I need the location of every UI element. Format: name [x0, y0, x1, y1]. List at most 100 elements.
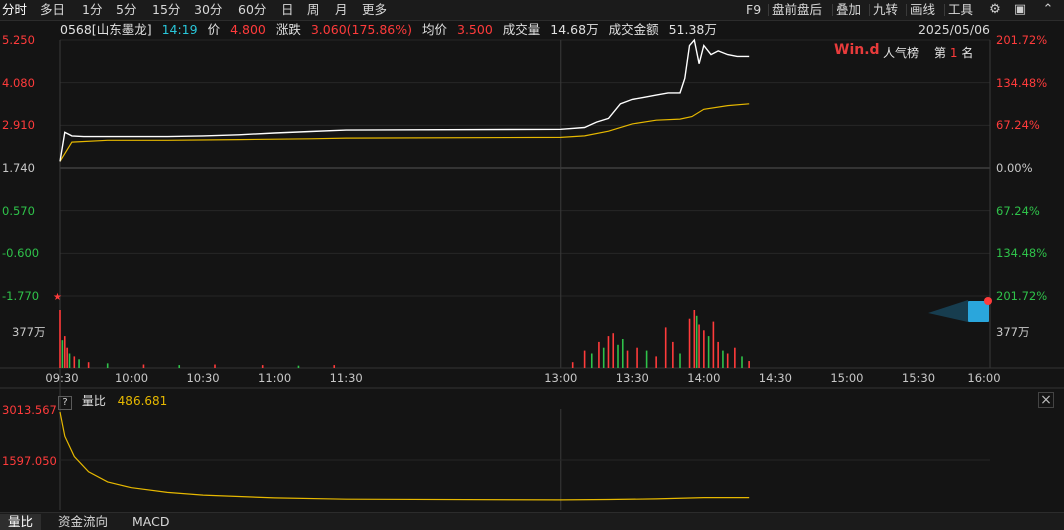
time-tick-label: 11:00	[258, 371, 292, 385]
toolbar-button-5[interactable]: 工具	[948, 2, 974, 17]
time-tick-label: 10:30	[186, 371, 220, 385]
price-line	[59, 38, 750, 162]
amount-value: 51.38万	[668, 22, 717, 37]
period-tab-10[interactable]: 更多	[362, 2, 388, 17]
ratio-tick-label: 1597.050	[2, 454, 57, 468]
period-tab-7[interactable]: 日	[281, 2, 294, 17]
volume-bar	[717, 341, 719, 368]
toolbar-button-2[interactable]: 叠加	[836, 2, 862, 17]
trade-date: 2025/05/06	[917, 22, 990, 37]
price-tick-label: 0.570	[2, 203, 35, 218]
help-icon[interactable]: ?	[58, 396, 72, 410]
volume-bar	[726, 353, 729, 368]
close-icon[interactable]: ×	[1038, 392, 1054, 408]
volume-bar	[707, 336, 710, 368]
volume-bar	[598, 341, 600, 368]
percent-tick-label: 0.00%	[996, 161, 1033, 175]
price-tick-label: 2.910	[2, 118, 35, 133]
period-tab-1[interactable]: 多日	[40, 2, 66, 17]
volume-bar	[571, 362, 574, 368]
volume-bar	[688, 318, 691, 368]
price-tick-label: 1.740	[2, 161, 35, 175]
volume-bar	[178, 365, 181, 368]
volume-bar	[63, 336, 66, 368]
indicator-tab-2[interactable]: MACD	[132, 514, 170, 529]
period-tab-5[interactable]: 30分	[194, 2, 223, 17]
time-tick-label: 13:00	[544, 371, 578, 385]
floating-widget-icon[interactable]	[928, 297, 992, 322]
volume-bar	[712, 321, 715, 368]
volume-bar	[583, 350, 586, 368]
volume-bar	[693, 310, 696, 368]
toolbar-divider	[768, 4, 769, 16]
toolbar-button-1[interactable]: 盘前盘后	[772, 2, 823, 17]
volume-bar	[61, 340, 64, 368]
toolbar-button-0[interactable]: F9	[746, 2, 762, 17]
wp-icon[interactable]: ▣	[1013, 2, 1027, 17]
avg-price-line	[59, 103, 750, 162]
period-tab-0[interactable]: 分时	[2, 2, 28, 17]
period-tab-2[interactable]: 1分	[82, 2, 103, 17]
cursor-time: 14:19	[161, 22, 198, 37]
time-tick-label: 16:00	[967, 371, 1001, 385]
sub-chart-value: 486.681	[117, 394, 168, 408]
period-tab-9[interactable]: 月	[335, 2, 348, 17]
volume-bar	[655, 356, 657, 368]
period-tab-8[interactable]: 周	[307, 2, 320, 17]
rank-prefix: 第	[934, 46, 947, 60]
price-tick-label: -1.770	[2, 289, 40, 303]
toolbar-divider	[944, 4, 945, 16]
volume-bar	[698, 324, 700, 368]
popularity-list-label[interactable]: 人气榜	[883, 46, 920, 60]
toolbar-divider	[906, 4, 907, 16]
period-toolbar: 分时 多日 1分 5分 15分 30分 60分日周月更多 F9 盘前盘后 叠加 九转 画线 工具 ⚙ ▣ ⌃	[0, 0, 1064, 21]
volume-ratio-line	[59, 411, 750, 501]
time-tick-label: 15:30	[901, 371, 936, 385]
chevron-up-icon[interactable]: ⌃	[1042, 2, 1054, 17]
time-tick-label: 10:00	[114, 371, 149, 385]
rank-number: 1	[949, 46, 958, 60]
volume-bar	[636, 347, 638, 368]
indicator-tab-0[interactable]: 量比	[0, 514, 42, 530]
indicator-tab-1[interactable]: 资金流向	[58, 514, 109, 529]
percent-tick-label: 67.24%	[996, 203, 1040, 218]
price-label: 价	[207, 22, 221, 37]
sub-chart-header: ? 量比 486.681	[58, 393, 168, 410]
volume-bar	[645, 350, 648, 368]
wind-logo: Win.d	[834, 42, 880, 58]
volume-bar	[73, 356, 76, 368]
volume-bar	[734, 347, 736, 368]
volume-bar	[142, 364, 145, 368]
volume-bar	[333, 365, 336, 368]
price-value: 4.800	[230, 22, 266, 37]
volume-bar	[621, 339, 624, 368]
gear-icon[interactable]: ⚙	[989, 2, 1001, 17]
period-tab-4[interactable]: 15分	[152, 2, 181, 17]
toolbar-button-4[interactable]: 画线	[910, 2, 936, 17]
volume-bar	[748, 361, 750, 368]
volume-bar	[59, 310, 61, 368]
volume-bar	[68, 353, 71, 368]
time-tick-label: 09:30	[45, 371, 79, 385]
time-tick-label: 13:30	[615, 371, 649, 385]
percent-tick-label: 201.72%	[996, 33, 1048, 47]
volume-value: 14.68万	[550, 22, 599, 37]
volume-bar	[297, 365, 300, 368]
volume-bar	[679, 353, 681, 368]
price-tick-label: -0.600	[2, 246, 40, 261]
volume-tick-label: 377万	[12, 325, 46, 339]
percent-tick-label: 67.24%	[996, 118, 1040, 133]
time-tick-label: 11:30	[329, 371, 363, 385]
volume-bar	[703, 330, 705, 368]
volume-bar	[261, 365, 264, 368]
stock-code-name[interactable]: 0568[山东墨龙]	[60, 22, 152, 37]
change-value: 3.060(175.86%)	[310, 22, 413, 37]
volume-bar	[590, 353, 593, 368]
period-tab-3[interactable]: 5分	[116, 2, 137, 17]
toolbar-divider	[832, 4, 833, 16]
volume-tick-label: 377万	[996, 325, 1030, 339]
price-tick-label: 5.250	[2, 33, 35, 47]
toolbar-button-3[interactable]: 九转	[873, 2, 899, 17]
period-tab-6[interactable]: 60分	[238, 2, 267, 17]
